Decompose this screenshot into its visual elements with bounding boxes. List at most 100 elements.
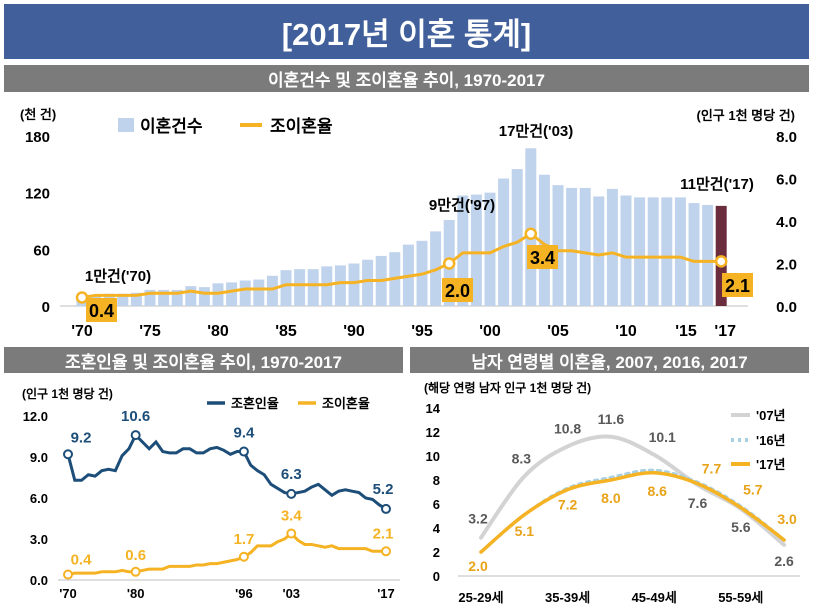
point-marker (286, 488, 297, 499)
rate-label: 2.1 (725, 276, 750, 296)
x-tick-label: '17 (377, 586, 395, 601)
divorce-bar (280, 270, 292, 306)
legend-bar-swatch (118, 118, 134, 132)
divorce-bar (457, 195, 469, 306)
divorce-bar (688, 203, 700, 306)
y-left-tick-label: 180 (25, 129, 50, 146)
divorce-bar (158, 289, 170, 306)
y-left-tick-label: 120 (25, 186, 50, 203)
point-marker (238, 551, 249, 562)
x-tick-label: '80 (127, 586, 145, 601)
divorce-bar (362, 259, 374, 306)
y-axis-label: (인구 1천 명당 건) (22, 386, 113, 401)
bar-annotation: 11만건('17) (680, 176, 754, 193)
legend-label: '16년 (756, 433, 786, 448)
divorce-bar (484, 192, 496, 306)
point-label: 7.7 (702, 461, 722, 477)
divorce-bar (511, 169, 523, 306)
x-tick-label: '17 (714, 323, 736, 340)
point-label: 9.2 (71, 429, 92, 446)
divorce-bar (171, 289, 183, 306)
y-right-axis-label: (인구 1천 명당 건) (697, 108, 795, 123)
x-tick-label: 25-29세 (458, 590, 503, 605)
divorce-bar (566, 187, 578, 306)
rate-label: 0.4 (89, 301, 114, 321)
point-label: 10.8 (554, 420, 581, 436)
chart1-title: 이혼건수 및 조이혼율 추이, 1970-2017 (4, 65, 809, 92)
bar-annotation: 9만건('97) (429, 197, 495, 214)
point-label: 8.3 (512, 450, 532, 466)
x-tick-label: '80 (207, 323, 229, 340)
point-label: 5.2 (373, 481, 394, 498)
divorce-bar (239, 280, 251, 306)
point-label: 2.1 (373, 525, 394, 542)
divorce-bar (702, 204, 714, 306)
point-label: 2.6 (774, 553, 794, 569)
y-right-tick-label: 6.0 (776, 172, 797, 189)
y-right-tick-label: 2.0 (776, 257, 797, 274)
x-tick-label: '75 (139, 323, 161, 340)
point-label: 7.2 (558, 497, 578, 513)
x-tick-label: '96 (235, 586, 253, 601)
y-tick-label: 9.0 (30, 450, 48, 465)
x-tick-label: '10 (615, 323, 637, 340)
divorce-bar (144, 289, 156, 306)
rate-label: 2.0 (445, 281, 470, 301)
x-tick-label: '85 (275, 323, 297, 340)
point-label: 2.0 (468, 558, 488, 574)
y-axis-label: (해당 연령 남자 인구 1천 명당 건) (424, 380, 591, 395)
x-tick-label: '05 (547, 323, 569, 340)
point-label: 11.6 (598, 411, 625, 427)
point-marker (63, 449, 73, 460)
y-tick-label: 6 (433, 497, 440, 512)
rate-point-marker (524, 227, 538, 240)
y-tick-label: 10 (426, 449, 440, 464)
point-marker (63, 569, 73, 580)
point-label: 0.6 (125, 547, 146, 564)
x-tick-label: '90 (343, 323, 365, 340)
rate-point-marker (442, 257, 456, 270)
divorce-bar (198, 287, 210, 306)
legend-divorce-rate: 조이혼율 (322, 396, 370, 411)
legend-label: '17년 (756, 457, 786, 472)
chart2-title: 조혼인율 및 조이혼율 추이, 1970-2017 (4, 347, 403, 373)
point-label: 10.1 (649, 429, 676, 445)
x-tick-label: '03 (282, 586, 300, 601)
series-line-0 (66, 432, 387, 511)
x-tick-label: '70 (71, 323, 93, 340)
point-marker (286, 528, 297, 539)
rate-label: 3.4 (530, 248, 555, 268)
point-label: 5.1 (515, 523, 535, 539)
point-marker (130, 430, 141, 441)
series-curve-2 (479, 471, 786, 554)
x-tick-label: 35-39세 (545, 590, 590, 605)
y-tick-label: 0.0 (30, 573, 48, 588)
y-tick-label: 12.0 (23, 409, 48, 424)
divorce-bar (661, 197, 673, 306)
x-tick-label: '00 (479, 323, 501, 340)
divorce-bar (647, 197, 659, 306)
y-tick-label: 14 (426, 401, 441, 416)
legend-divorce-rate: 조이혼율 (270, 116, 333, 136)
point-label: 3.4 (281, 508, 303, 525)
point-label: 5.6 (731, 519, 751, 535)
rate-label-box (86, 298, 117, 322)
point-label: 6.3 (281, 466, 302, 483)
divorce-bar (334, 265, 346, 306)
page-title: [2017년 이혼 통계] (4, 4, 809, 59)
x-tick-label: '15 (675, 323, 697, 340)
y-tick-label: 12 (426, 425, 440, 440)
bar-annotation: 17만건('03) (499, 123, 574, 140)
rate-point-marker (714, 255, 728, 268)
x-tick-label: 55-59세 (718, 590, 763, 605)
divorce-bar (470, 194, 482, 306)
rate-label-box (722, 273, 753, 297)
divorce-bar (498, 178, 510, 306)
point-label: 7.6 (688, 495, 708, 511)
point-label: 10.6 (121, 408, 150, 425)
y-tick-label: 0 (433, 569, 440, 584)
series-line-1 (67, 531, 386, 577)
divorce-bar (294, 269, 306, 306)
point-label: 5.7 (743, 482, 763, 498)
